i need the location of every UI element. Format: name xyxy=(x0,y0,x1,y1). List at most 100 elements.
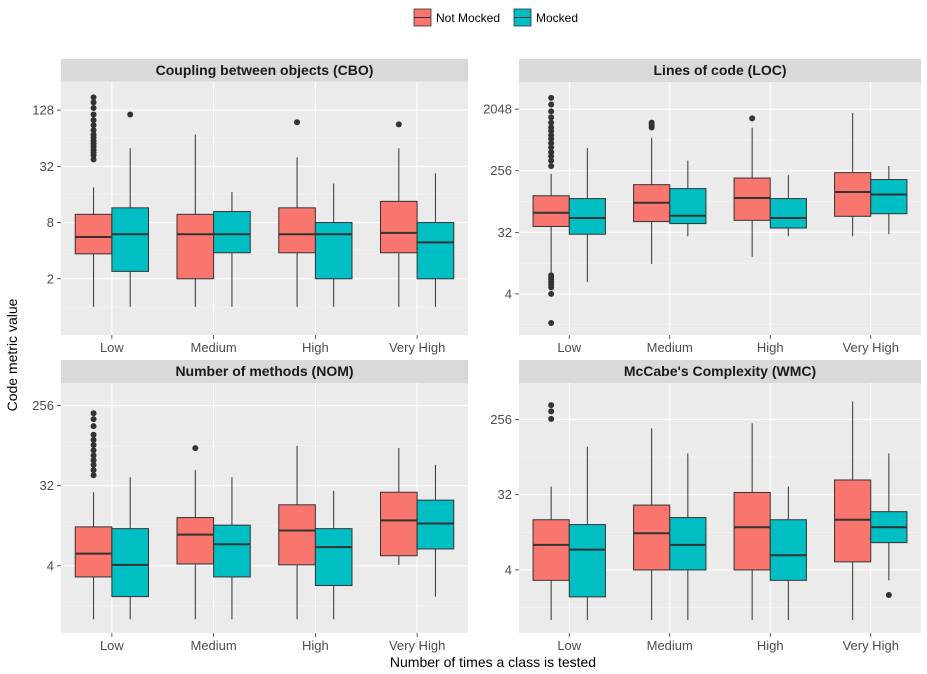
box-body xyxy=(669,188,707,225)
outlier-point xyxy=(548,157,555,164)
x-tick-label: Medium xyxy=(647,638,693,653)
box-body xyxy=(278,504,316,566)
box-body xyxy=(74,526,113,578)
x-tick-label: High xyxy=(757,340,784,355)
y-tick-label: 4 xyxy=(505,562,512,577)
box-low-not-mocked xyxy=(532,94,570,326)
box-very-high-mocked xyxy=(870,453,908,599)
outlier-point xyxy=(548,124,555,131)
box-low-mocked xyxy=(568,148,606,282)
outlier-point xyxy=(90,436,97,443)
outlier-point xyxy=(548,415,555,422)
outlier-point xyxy=(885,592,892,599)
box-body xyxy=(379,200,418,254)
outlier-point xyxy=(90,104,97,111)
box-high-mocked xyxy=(314,183,353,307)
outlier-point xyxy=(90,94,97,101)
y-tick-label: 256 xyxy=(490,163,512,178)
outlier-point xyxy=(90,117,97,124)
x-tick-label: Medium xyxy=(191,638,237,653)
y-tick-label: 4 xyxy=(505,286,512,301)
y-tick-label: 32 xyxy=(498,225,512,240)
panel-strip xyxy=(519,360,921,383)
box-body xyxy=(769,519,807,581)
x-tick-label: High xyxy=(302,340,329,355)
box-low-mocked xyxy=(111,111,150,307)
outlier-point xyxy=(395,121,402,128)
box-low-not-mocked xyxy=(74,410,113,620)
box-medium-not-mocked xyxy=(176,445,215,620)
box-body xyxy=(111,207,150,272)
box-high-not-mocked xyxy=(733,423,771,621)
box-very-high-mocked xyxy=(870,166,908,235)
box-medium-mocked xyxy=(213,191,251,307)
box-high-not-mocked xyxy=(733,115,771,257)
legend: Not Mocked Mocked xyxy=(413,8,578,27)
outlier-point xyxy=(90,122,97,129)
x-tick-label: Medium xyxy=(647,340,693,355)
panel-title: Number of methods (NOM) xyxy=(175,363,353,379)
box-low-mocked xyxy=(111,477,150,620)
x-axis-title: Number of times a class is tested xyxy=(390,654,596,670)
box-medium-not-mocked xyxy=(633,119,671,264)
outlier-point xyxy=(90,410,97,417)
box-high-mocked xyxy=(314,490,353,620)
outlier-point xyxy=(548,114,555,121)
outlier-point xyxy=(548,119,555,126)
x-tick-label: Very High xyxy=(843,340,899,355)
box-body xyxy=(416,499,455,550)
box-low-mocked xyxy=(568,446,606,621)
outlier-point xyxy=(548,319,555,326)
facet-panels: Coupling between objects (CBO) 2 8 32 128 Low… xyxy=(32,59,921,653)
outlier-point xyxy=(548,108,555,115)
outlier-point xyxy=(90,457,97,464)
outlier-point xyxy=(90,442,97,449)
outlier-point xyxy=(548,272,555,279)
y-tick-label: 32 xyxy=(40,159,54,174)
box-body xyxy=(633,504,671,571)
y-tick-label: 2048 xyxy=(483,102,512,117)
box-body xyxy=(278,207,316,254)
outlier-point xyxy=(548,94,555,101)
x-tick-label: Low xyxy=(100,340,124,355)
box-body xyxy=(568,524,606,598)
outlier-point xyxy=(90,467,97,474)
y-tick-label: 128 xyxy=(32,103,54,118)
x-tick-label: Very High xyxy=(389,340,445,355)
box-body xyxy=(834,479,872,563)
box-body xyxy=(669,517,707,571)
x-tick-label: Very High xyxy=(843,638,899,653)
panel-strip xyxy=(61,360,468,383)
box-body xyxy=(314,222,353,280)
box-medium-not-mocked xyxy=(176,134,215,307)
outlier-point xyxy=(90,447,97,454)
box-medium-not-mocked xyxy=(633,428,671,621)
box-body xyxy=(532,519,570,581)
box-body xyxy=(416,222,455,280)
box-medium-mocked xyxy=(669,453,707,621)
box-body xyxy=(176,213,215,280)
box-body xyxy=(74,213,113,255)
box-very-high-mocked xyxy=(416,173,455,307)
box-body xyxy=(733,177,771,221)
outlier-point xyxy=(749,115,756,122)
box-body xyxy=(834,172,872,217)
outlier-point xyxy=(548,101,555,108)
panel-2: Lines of code (LOC) 4 32 256 2048 Low Medium Hi… xyxy=(483,59,921,355)
outlier-point xyxy=(548,290,555,297)
outlier-point xyxy=(90,99,97,106)
outlier-point xyxy=(648,119,655,126)
box-high-not-mocked xyxy=(278,119,316,307)
panel-title: Lines of code (LOC) xyxy=(654,62,787,78)
outlier-point xyxy=(90,127,97,134)
x-tick-label: Low xyxy=(100,638,124,653)
panel-strip xyxy=(519,59,921,82)
outlier-point xyxy=(548,144,555,151)
box-body xyxy=(532,195,570,227)
box-very-high-not-mocked xyxy=(379,121,418,307)
x-tick-label: Medium xyxy=(191,340,237,355)
box-very-high-not-mocked xyxy=(379,448,418,565)
box-body xyxy=(176,517,215,565)
outlier-point xyxy=(90,131,97,138)
